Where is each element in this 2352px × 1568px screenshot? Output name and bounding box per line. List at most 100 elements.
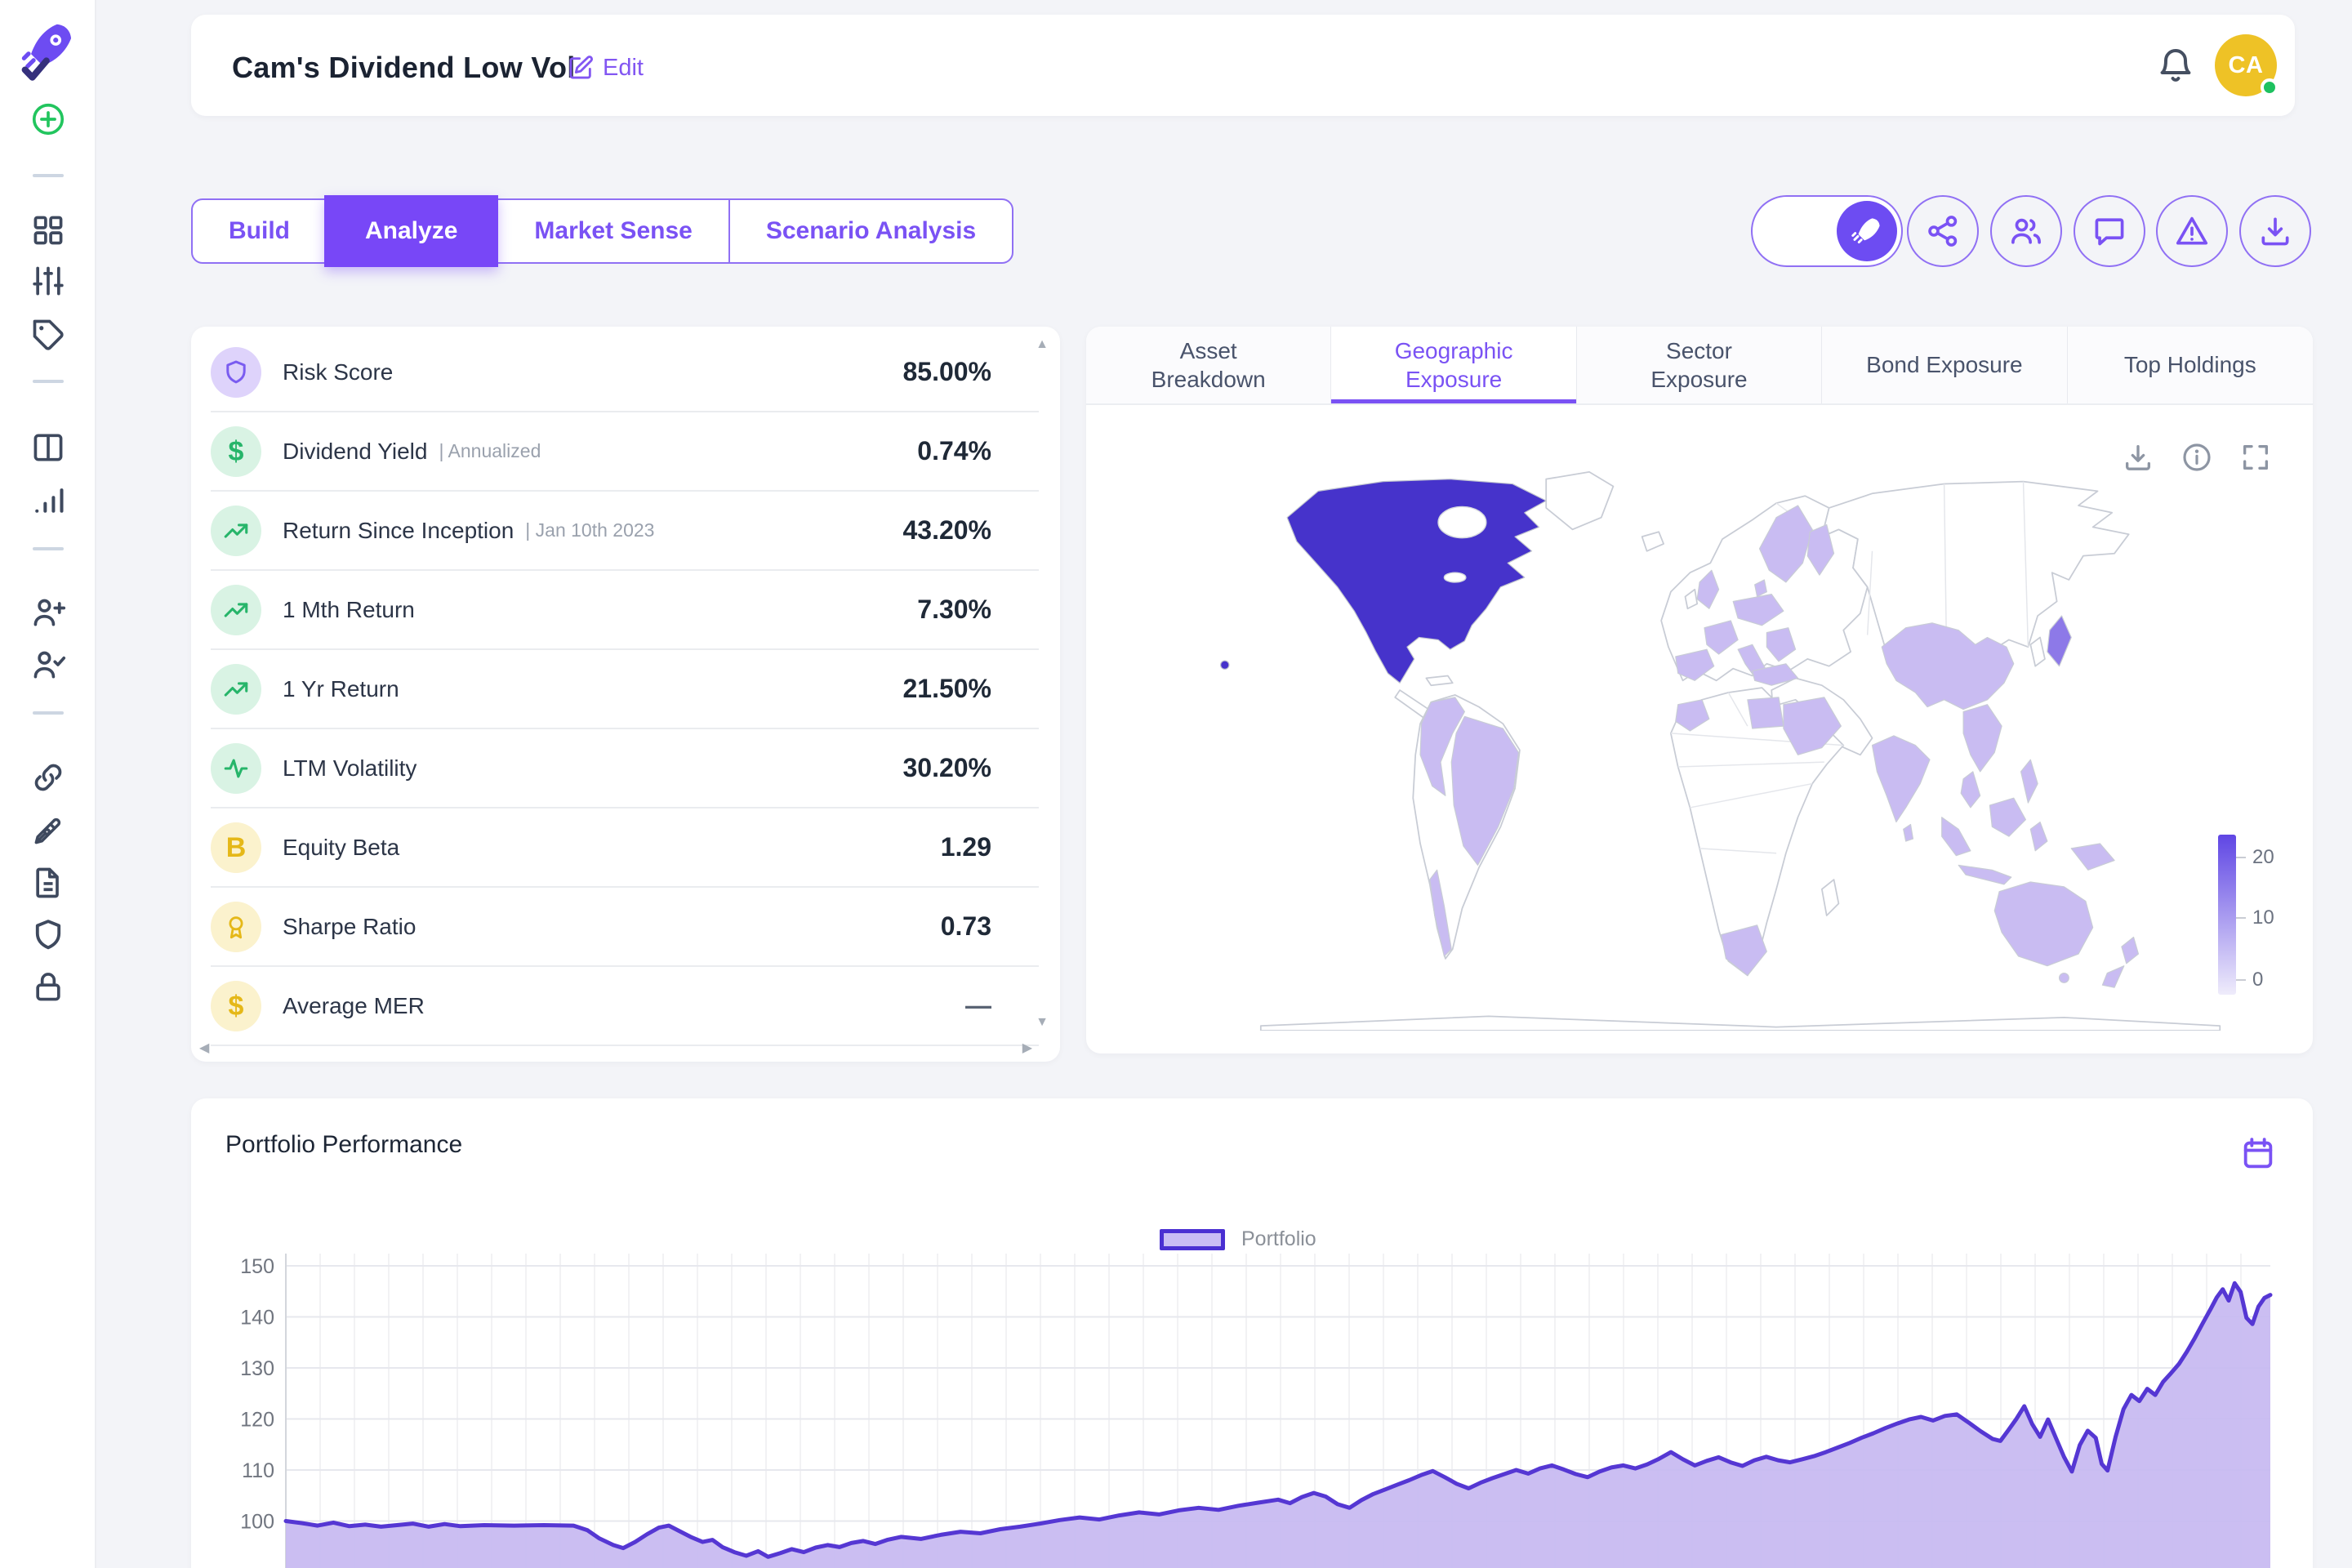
performance-area-chart[interactable]: 150 140 130 120 110 100 (191, 1254, 2313, 1568)
tab-label: Bond Exposure (1866, 352, 2023, 377)
hudson-bay (1437, 506, 1487, 539)
legend-label: Portfolio (1241, 1227, 1316, 1250)
map-color-scale (2218, 835, 2236, 995)
tab-asset-breakdown[interactable]: Asset Breakdown (1086, 327, 1332, 403)
metric-row-ltm-volatility: LTM Volatility 30.20% (211, 729, 1039, 808)
metric-row-equity-beta: B Equity Beta 1.29 (211, 808, 1039, 888)
performance-title: Portfolio Performance (225, 1131, 463, 1158)
user-plus-icon[interactable] (30, 595, 66, 630)
comment-button[interactable] (2074, 195, 2145, 267)
tag-icon[interactable] (30, 317, 66, 353)
russia-asia-base (1820, 480, 2130, 657)
sri-lanka (1903, 823, 1914, 842)
metric-value: 7.30% (917, 595, 991, 624)
scale-tick-0: 0 (2236, 969, 2263, 991)
malay-peninsula (1960, 771, 1981, 808)
lock-icon[interactable] (30, 969, 66, 1004)
france (1704, 620, 1739, 655)
columns-icon[interactable] (30, 430, 66, 466)
trending-up-icon (211, 505, 261, 556)
borneo (1989, 797, 2027, 837)
sidebar-divider (33, 711, 64, 715)
trending-up-icon (211, 584, 261, 635)
rocket-logo[interactable] (18, 18, 78, 82)
scale-tick-10: 10 (2236, 906, 2274, 929)
beta-icon: B (211, 822, 261, 873)
great-lakes (1443, 572, 1467, 583)
saudi-arabia (1783, 697, 1842, 755)
metric-value: 1.29 (940, 832, 991, 862)
shield-icon[interactable] (30, 917, 66, 953)
metric-label: Average MER (283, 992, 425, 1018)
tab-build[interactable]: Build (229, 217, 290, 244)
metric-sublabel: | Jan 10th 2023 (525, 519, 655, 541)
cuba (1425, 675, 1454, 687)
united-kingdom (1696, 569, 1720, 609)
scroll-down-arrow[interactable]: ▼ (1036, 1015, 1049, 1029)
morocco (1675, 699, 1710, 732)
metric-label: Dividend Yield (283, 438, 428, 464)
user-check-icon[interactable] (30, 647, 66, 683)
tab-top-holdings[interactable]: Top Holdings (2067, 327, 2313, 403)
india (1871, 735, 1931, 823)
sumatra (1941, 817, 1971, 857)
pen-tool-icon[interactable] (30, 813, 66, 849)
indochina (1962, 704, 2002, 773)
team-button[interactable] (1990, 195, 2062, 267)
award-icon (211, 901, 261, 952)
sidebar-divider (33, 174, 64, 177)
share-icon (1925, 213, 1961, 249)
link-icon[interactable] (30, 760, 66, 795)
edit-button[interactable]: Edit (567, 54, 644, 82)
file-text-icon[interactable] (30, 865, 66, 901)
madagascar (1820, 879, 1840, 916)
metric-row-average-mer: $ Average MER — (211, 967, 1039, 1046)
legend-swatch (1160, 1228, 1225, 1250)
tab-geographic-exposure[interactable]: Geographic Exposure (1331, 327, 1577, 403)
online-status-dot (2261, 78, 2278, 96)
egypt (1747, 697, 1784, 729)
finland (1806, 523, 1835, 576)
world-choropleth-map[interactable] (1104, 467, 2305, 1031)
calendar-icon[interactable] (2239, 1134, 2277, 1172)
colombia-peru (1419, 697, 1465, 796)
tab-sector-exposure[interactable]: Sector Exposure (1576, 327, 1823, 403)
bar-chart-icon[interactable] (30, 482, 66, 518)
metric-row-1yr-return: 1 Yr Return 21.50% (211, 650, 1039, 729)
avatar[interactable]: CA (2215, 34, 2278, 96)
iceland (1641, 531, 1664, 552)
tab-label: Sector Exposure (1650, 338, 1748, 392)
tab-analyze[interactable]: Analyze (324, 195, 499, 267)
scroll-right-arrow[interactable]: ▶ (1022, 1041, 1032, 1055)
scroll-up-arrow[interactable]: ▲ (1036, 337, 1049, 351)
tab-scenario-analysis[interactable]: Scenario Analysis (728, 200, 1012, 262)
scandinavia (1758, 505, 1813, 583)
svg-text:150: 150 (240, 1255, 274, 1278)
scale-tick-20: 20 (2236, 846, 2274, 869)
metric-value: 30.20% (902, 753, 991, 782)
rocket-toggle[interactable] (1751, 195, 1903, 267)
download-icon (2257, 213, 2293, 249)
sliders-icon[interactable] (30, 263, 66, 299)
metric-value: 43.20% (902, 515, 991, 545)
alert-button[interactable] (2156, 195, 2228, 267)
share-button[interactable] (1907, 195, 1979, 267)
grid-icon[interactable] (30, 212, 66, 248)
svg-text:120: 120 (240, 1409, 274, 1432)
scroll-left-arrow[interactable]: ◀ (199, 1041, 210, 1055)
bell-icon[interactable] (2156, 46, 2195, 85)
page-title: Cam's Dividend Low Vol (232, 51, 576, 84)
tab-market-sense[interactable]: Market Sense (497, 200, 728, 262)
new-zealand-south (2101, 965, 2125, 988)
circle-plus-icon[interactable] (30, 101, 66, 137)
korea (2029, 636, 2046, 667)
south-africa (1720, 924, 1767, 977)
australia (1993, 881, 2094, 967)
tab-bond-exposure[interactable]: Bond Exposure (1822, 327, 2068, 403)
tab-label: Top Holdings (2123, 352, 2256, 377)
sidebar (0, 0, 96, 1568)
metric-row-risk-score: Risk Score 85.00% (211, 333, 1039, 412)
metric-value: 0.73 (940, 911, 991, 941)
download-button[interactable] (2239, 195, 2311, 267)
